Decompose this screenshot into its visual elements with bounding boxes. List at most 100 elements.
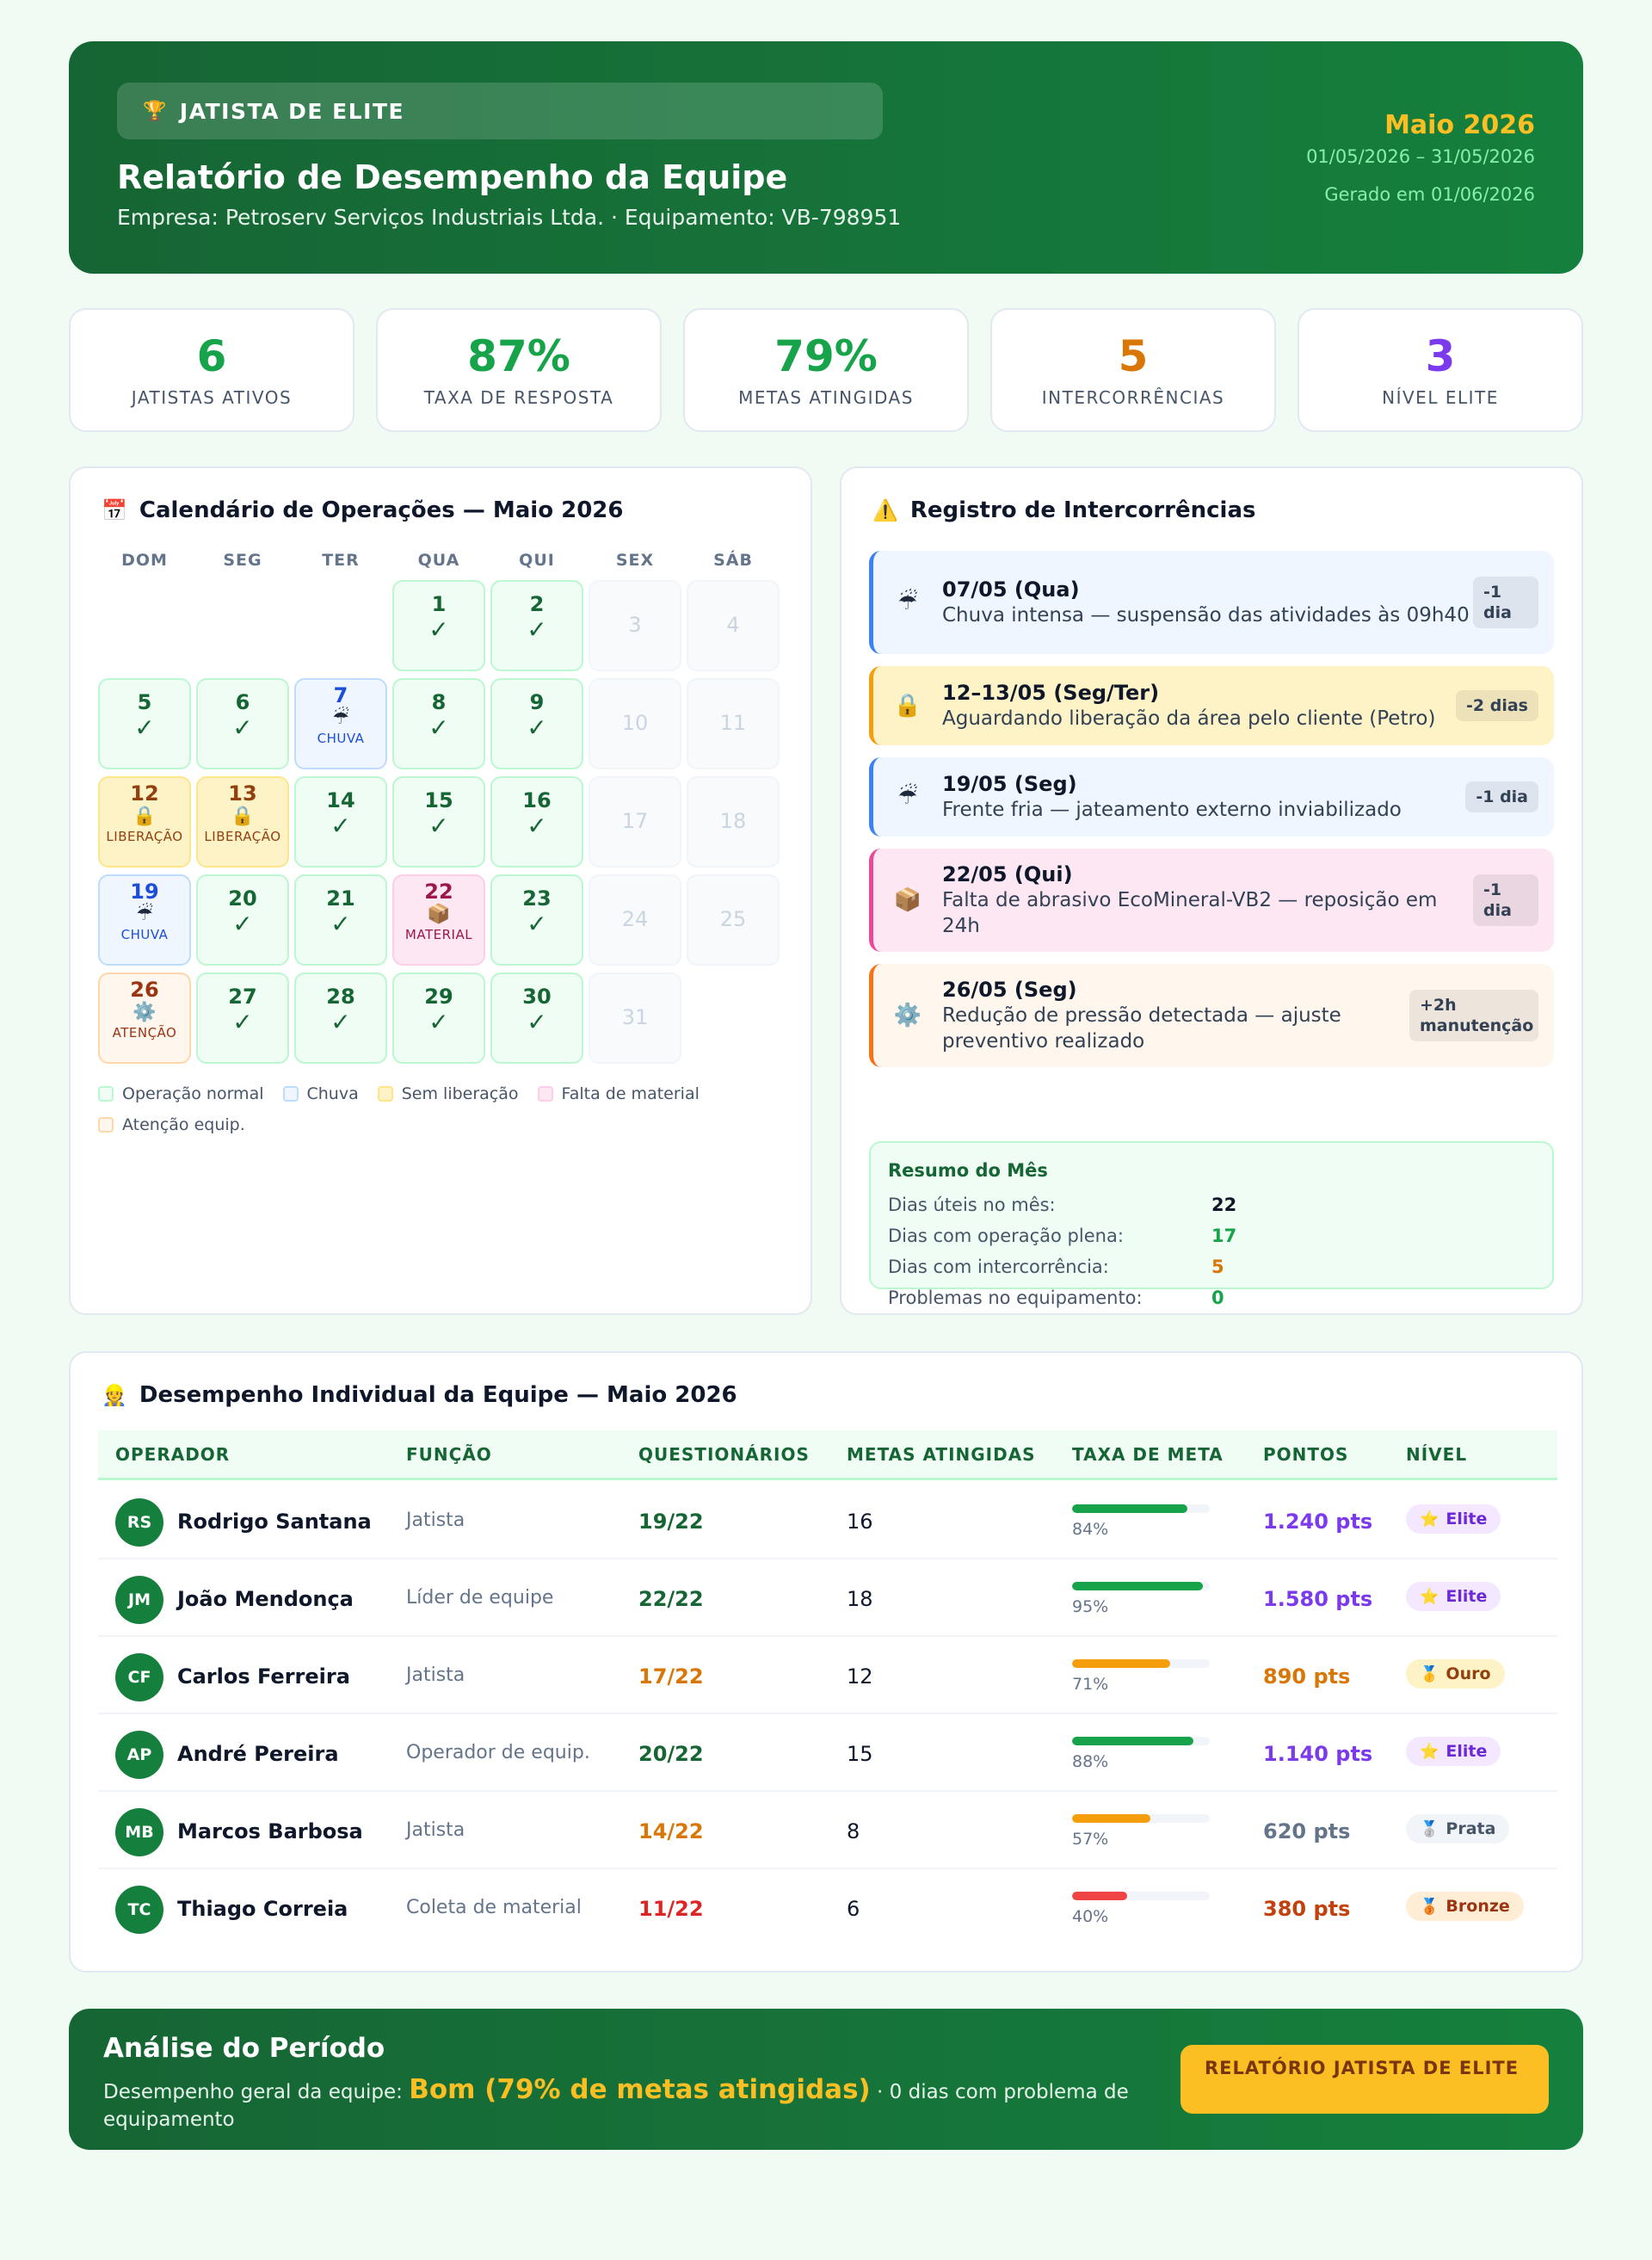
avatar: RS <box>115 1498 163 1547</box>
star-icon: ⭐ <box>1420 1587 1439 1606</box>
incident-item[interactable]: 🔒 12–13/05 (Seg/Ter) Aguardando liberação … <box>869 666 1554 745</box>
table-row[interactable]: CF Carlos Ferreira Jatista 17/22 12 71% 890 pt… <box>98 1637 1557 1714</box>
calendar-day[interactable]: 19 ☔ CHUVA <box>98 874 191 966</box>
incident-item[interactable]: 📦 22/05 (Qui) Falta de abrasivo EcoMineral… <box>869 849 1554 952</box>
calendar-day[interactable]: 25 <box>687 874 780 966</box>
calendar-day[interactable]: 29 ✓ <box>392 973 485 1064</box>
column-header[interactable]: TAXA DE META <box>1072 1444 1224 1465</box>
calendar-day[interactable]: 7 ☔ CHUVA <box>294 678 387 769</box>
incident-impact-badge: -1 dia <box>1473 577 1538 628</box>
calendar-day[interactable]: 15 ✓ <box>392 776 485 868</box>
column-header[interactable]: FUNÇÃO <box>406 1444 492 1465</box>
questionnaires-value: 14/22 <box>638 1819 704 1843</box>
calendar-day[interactable]: 16 ✓ <box>490 776 583 868</box>
calendar-day-number: 23 <box>522 886 552 911</box>
calendar-day[interactable]: 9 ✓ <box>490 678 583 769</box>
elite-report-button[interactable]: RELATÓRIO JATISTA DE ELITE <box>1180 2045 1549 2114</box>
operator-role: Jatista <box>406 1510 465 1531</box>
summary-value: 17 <box>1211 1226 1237 1246</box>
calendar-day-number: 9 <box>529 690 545 714</box>
column-header[interactable]: OPERADOR <box>115 1444 231 1465</box>
level-label: Bronze <box>1446 1897 1510 1916</box>
table-row[interactable]: AP André Pereira Operador de equip. 20/22 15… <box>98 1714 1557 1792</box>
level-badge: ⭐ Elite <box>1406 1582 1501 1611</box>
calendar-day[interactable]: 30 ✓ <box>490 973 583 1064</box>
incident-item[interactable]: ☔ 19/05 (Seg) Frente fria — jateamento ext… <box>869 757 1554 837</box>
goal-rate-bar-fill <box>1072 1892 1127 1900</box>
column-header[interactable]: PONTOS <box>1263 1444 1349 1465</box>
gold-medal-icon: 🥇 <box>1420 1664 1439 1683</box>
table-row[interactable]: RS Rodrigo Santana Jatista 19/22 16 84% 1.240 … <box>98 1482 1557 1559</box>
check-icon: ✓ <box>428 812 449 840</box>
avatar: JM <box>115 1576 163 1624</box>
incident-item[interactable]: ⚙️ 26/05 (Seg) Redução de pressão detectad… <box>869 964 1554 1067</box>
period-analysis-title: Análise do Período <box>103 2033 385 2064</box>
stat-label: METAS ATINGIDAS <box>738 387 914 408</box>
lock-icon: 🔒 <box>133 806 157 827</box>
goal-rate-value: 84% <box>1072 1520 1109 1539</box>
calendar-day[interactable]: 26 ⚙️ ATENÇÃO <box>98 973 191 1064</box>
calendar-day-number: 29 <box>424 985 453 1009</box>
check-icon: ✓ <box>330 1008 351 1036</box>
trophy-icon: 🏆 <box>143 100 168 122</box>
column-header[interactable]: QUESTIONÁRIOS <box>638 1444 810 1465</box>
calendar-day[interactable]: 14 ✓ <box>294 776 387 868</box>
calendar-day[interactable]: 17 <box>589 776 681 868</box>
table-row[interactable]: TC Thiago Correia Coleta de material 11/22 6… <box>98 1869 1557 1947</box>
calendar-day[interactable]: 22 📦 MATERIAL <box>392 874 485 966</box>
calendar-day[interactable]: 8 ✓ <box>392 678 485 769</box>
calendar-day[interactable]: 18 <box>687 776 780 868</box>
calendar-day[interactable]: 21 ✓ <box>294 874 387 966</box>
check-icon: ✓ <box>527 1008 547 1036</box>
calendar-day-number: 31 <box>621 1005 649 1029</box>
calendar-day[interactable]: 4 <box>687 580 780 671</box>
points-value: 890 pts <box>1263 1664 1351 1689</box>
incident-date: 26/05 (Seg) <box>942 978 1077 1002</box>
calendar-day[interactable]: 10 <box>589 678 681 769</box>
stat-card: 3 NÍVEL ELITE <box>1298 308 1583 432</box>
goal-rate-value: 57% <box>1072 1830 1109 1849</box>
calendar-day-number: 26 <box>130 978 159 1002</box>
calendar-day-number: 16 <box>522 788 552 812</box>
calendar-day[interactable]: 3 <box>589 580 681 671</box>
calendar-day-number: 21 <box>326 886 355 911</box>
points-value: 1.580 pts <box>1263 1587 1373 1611</box>
check-icon: ✓ <box>428 713 449 742</box>
report-title: Relatório de Desempenho da Equipe <box>117 158 788 196</box>
calendar-day[interactable]: 31 <box>589 973 681 1064</box>
table-row[interactable]: JM João Mendonça Líder de equipe 22/22 18 95%… <box>98 1559 1557 1637</box>
goal-rate-bar <box>1072 1582 1210 1590</box>
calendar-day-tag: CHUVA <box>120 927 169 942</box>
calendar-day-tag: LIBERAÇÃO <box>204 829 281 844</box>
calendar-day-number: 22 <box>424 880 453 904</box>
incidents-panel: ⚠️ Registro de Intercorrências ☔ 07/05 (Q… <box>840 466 1583 1315</box>
calendar-day[interactable]: 23 ✓ <box>490 874 583 966</box>
goals-value: 6 <box>847 1897 860 1921</box>
rain-icon: ☔ <box>136 904 153 925</box>
column-header[interactable]: NÍVEL <box>1406 1444 1468 1465</box>
calendar-day[interactable]: 11 <box>687 678 780 769</box>
calendar-day[interactable]: 20 ✓ <box>196 874 289 966</box>
calendar-title: 📅 Calendário de Operações — Maio 2026 <box>102 497 623 523</box>
goal-rate-bar <box>1072 1814 1210 1823</box>
summary-label: Dias com operação plena: <box>888 1226 1124 1246</box>
table-row[interactable]: MB Marcos Barbosa Jatista 14/22 8 57% 620 pts 🥈… <box>98 1792 1557 1869</box>
calendar-day[interactable]: 2 ✓ <box>490 580 583 671</box>
summary-row: Dias com operação plena: 17 <box>888 1226 1404 1246</box>
calendar-day[interactable]: 28 ✓ <box>294 973 387 1064</box>
goals-value: 16 <box>847 1510 873 1534</box>
column-header[interactable]: METAS ATINGIDAS <box>847 1444 1036 1465</box>
calendar-day[interactable]: 6 ✓ <box>196 678 289 769</box>
stat-value: 6 <box>196 331 227 381</box>
calendar-day[interactable]: 1 ✓ <box>392 580 485 671</box>
calendar-day[interactable]: 12 🔒 LIBERAÇÃO <box>98 776 191 868</box>
incident-item[interactable]: ☔ 07/05 (Qua) Chuva intensa — suspensão da… <box>869 551 1554 654</box>
calendar-panel: 📅 Calendário de Operações — Maio 2026 DO… <box>69 466 812 1315</box>
calendar-day[interactable]: 24 <box>589 874 681 966</box>
calendar-day[interactable]: 13 🔒 LIBERAÇÃO <box>196 776 289 868</box>
month-summary-title: Resumo do Mês <box>888 1160 1048 1181</box>
weekday-label: QUI <box>519 551 555 570</box>
calendar-day[interactable]: 27 ✓ <box>196 973 289 1064</box>
calendar-day[interactable]: 5 ✓ <box>98 678 191 769</box>
legend-item: Chuva <box>282 1084 359 1103</box>
